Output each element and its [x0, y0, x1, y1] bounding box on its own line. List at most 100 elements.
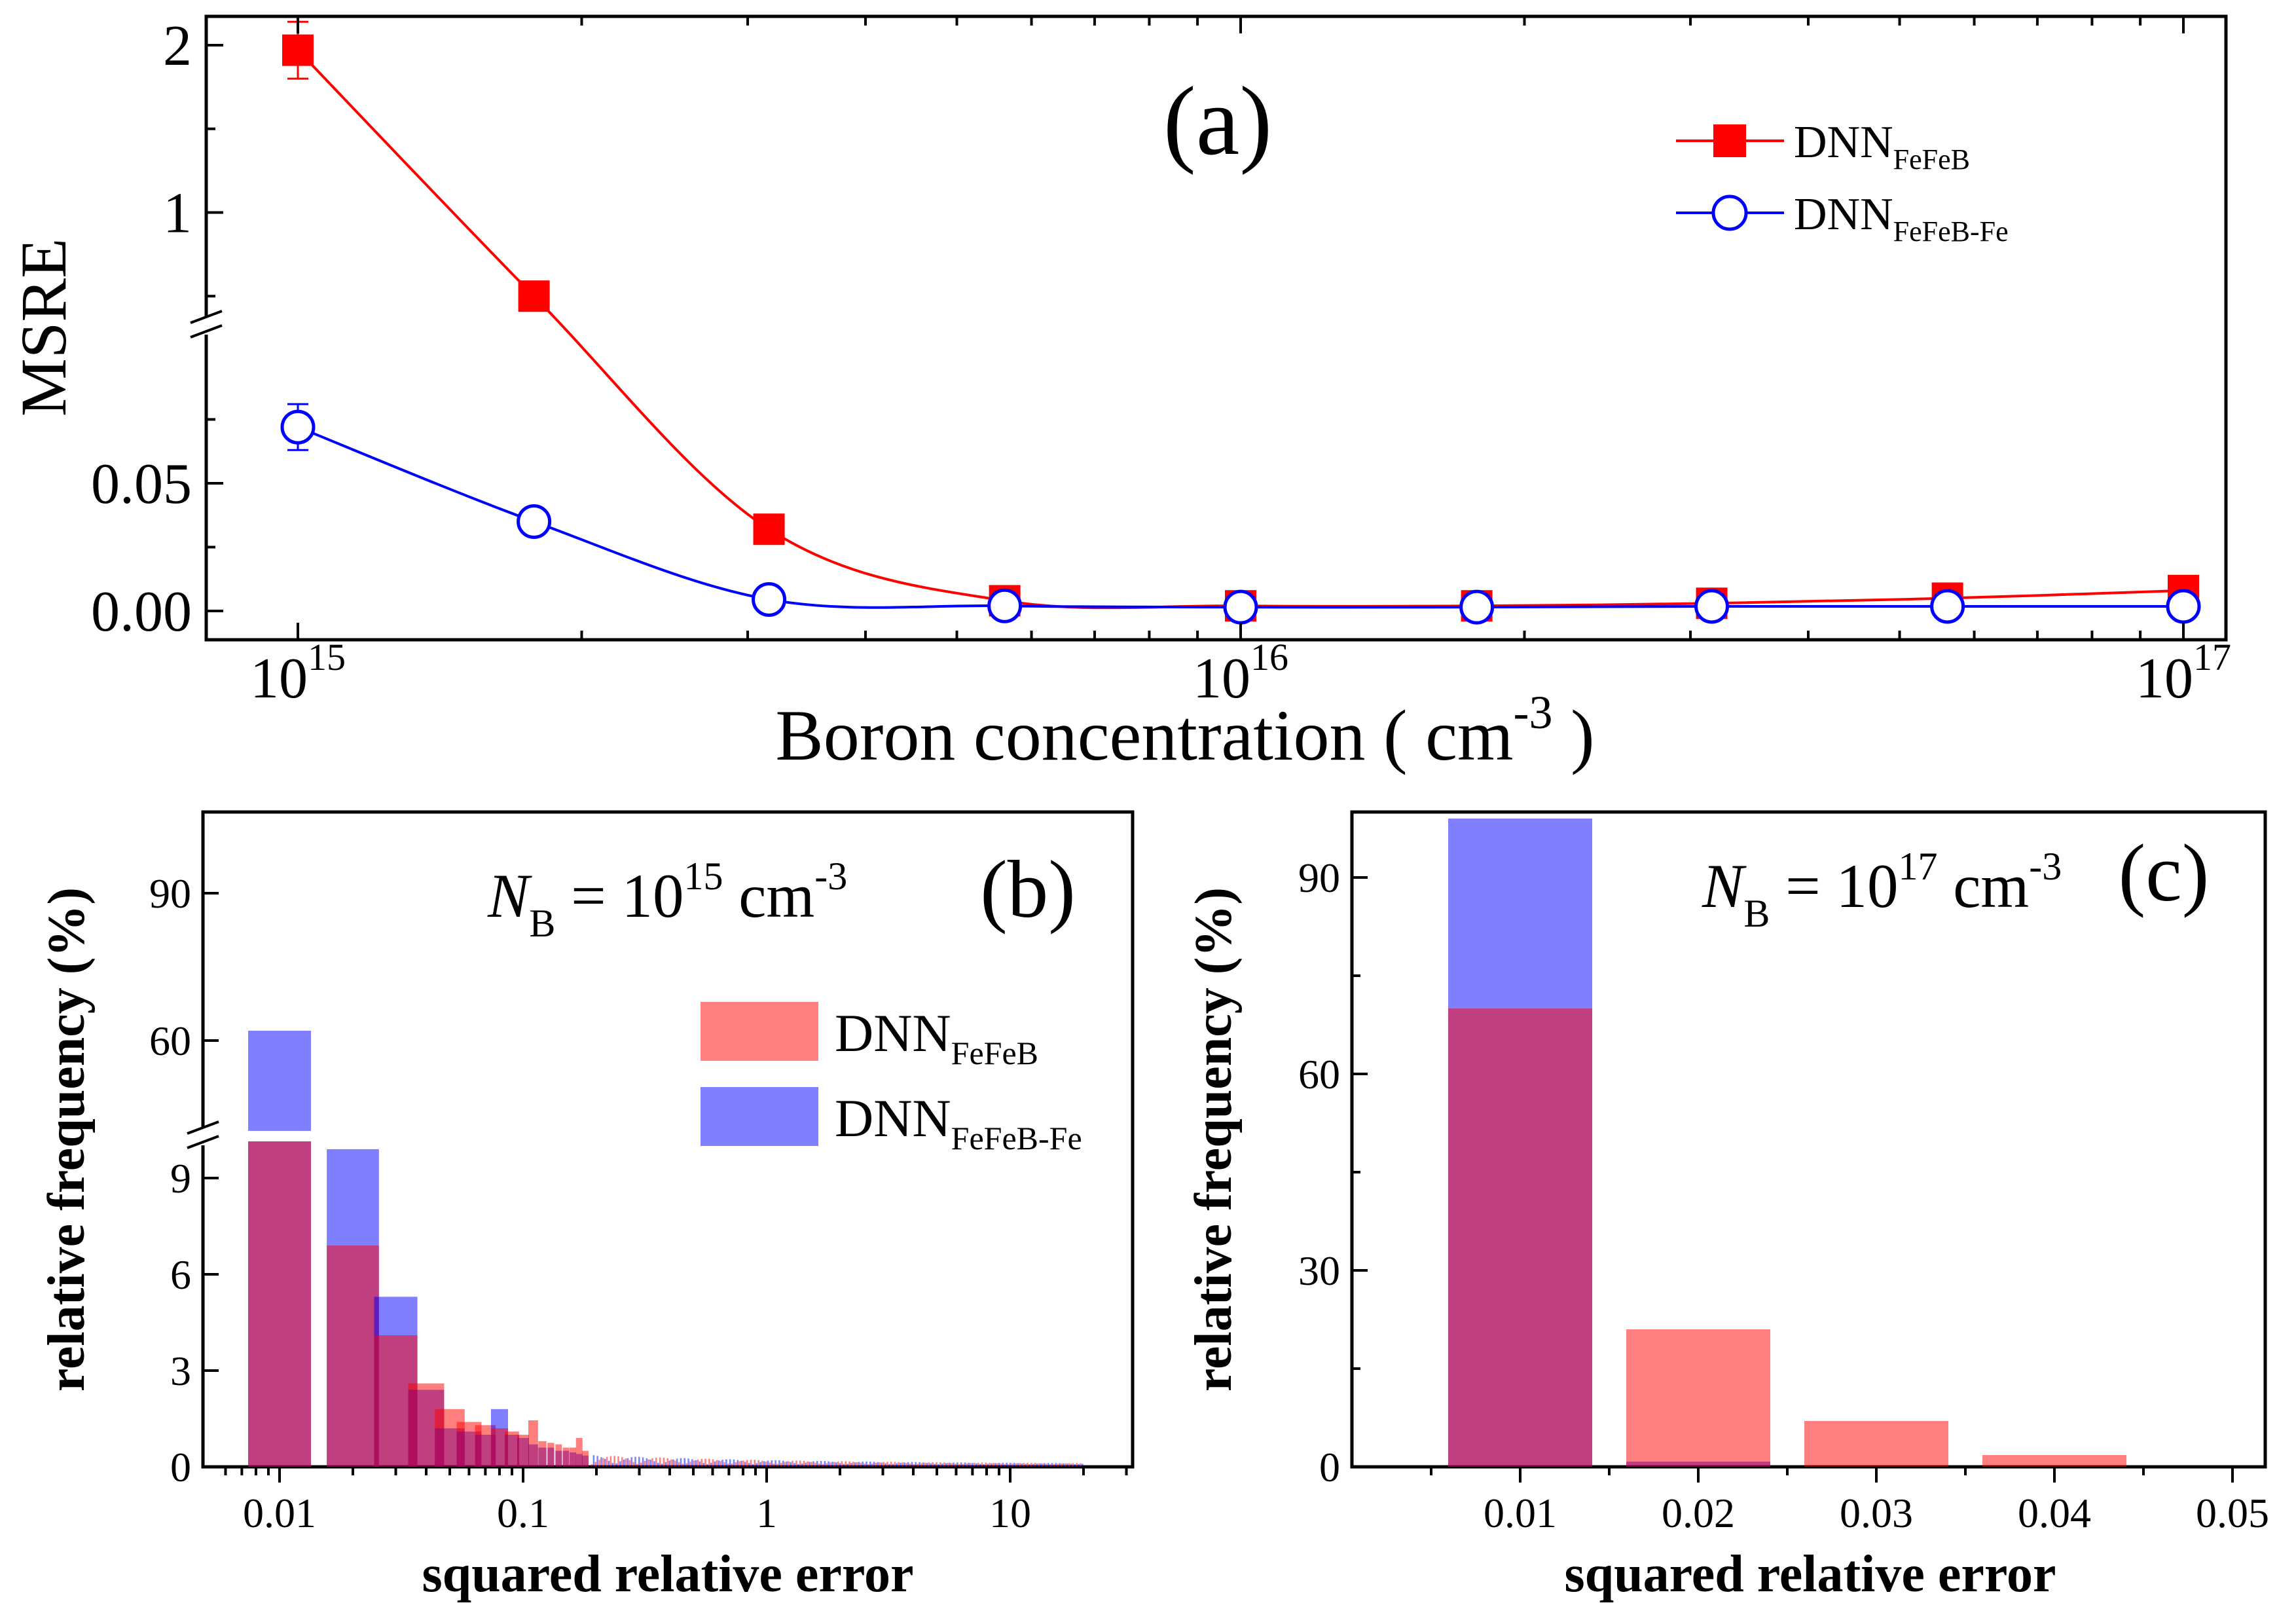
bar-fefeb: [248, 1134, 311, 1467]
bar-tail-sliver: [725, 1459, 727, 1467]
bar-tail-sliver: [837, 1461, 839, 1467]
annot-unit-exp: -3: [814, 855, 847, 898]
bar-tail-sliver: [661, 1464, 663, 1467]
bar-fefeb: [575, 1437, 583, 1467]
bar-tail-sliver: [812, 1461, 814, 1467]
bar-tail-sliver: [955, 1464, 957, 1467]
data-point-fefeb-fe: [987, 588, 1023, 623]
bar-tail-sliver: [691, 1459, 693, 1467]
bar-tail-sliver: [594, 1462, 596, 1467]
bar-tail-sliver: [1010, 1462, 1011, 1467]
bar-tail-sliver: [1053, 1464, 1055, 1467]
bar-tail-sliver: [922, 1462, 924, 1467]
bar-tail-sliver: [919, 1462, 920, 1467]
bar-tail-sliver: [623, 1459, 625, 1467]
bar-tail-sliver: [720, 1461, 721, 1467]
bar-tail-sliver: [900, 1462, 902, 1467]
legend-sub: FeFeB: [951, 1035, 1038, 1071]
bar-tail-sliver: [1061, 1463, 1063, 1467]
bar-tail-sliver: [663, 1457, 665, 1467]
bar-tail-sliver: [951, 1463, 953, 1467]
bar-tail-sliver: [1046, 1464, 1048, 1467]
data-point-fefeb-fe: [2166, 589, 2201, 624]
bar-tail-sliver: [752, 1464, 754, 1467]
bar-tail-sliver: [640, 1462, 642, 1467]
bar-tail-sliver: [1000, 1464, 1002, 1467]
bar-tail-sliver: [1017, 1463, 1019, 1467]
bar-tail-sliver: [742, 1460, 744, 1467]
data-point-fefeb-fe: [752, 581, 787, 617]
bar-tail-sliver: [824, 1461, 826, 1467]
bar-tail-sliver: [1030, 1462, 1032, 1467]
bar-tail-sliver: [833, 1462, 835, 1467]
bar-tail-sliver: [972, 1463, 974, 1467]
bar-tail-sliver: [820, 1460, 822, 1467]
bar-tail-sliver: [611, 1463, 614, 1467]
bar-tail-sliver: [1021, 1463, 1023, 1467]
bar-tail-sliver: [773, 1463, 774, 1467]
bar-tail-sliver: [602, 1458, 604, 1467]
bar-tail-sliver: [936, 1462, 938, 1467]
bar-tail-sliver: [629, 1460, 631, 1467]
bar-fefeb: [1448, 1008, 1592, 1467]
bar-tail-sliver: [674, 1460, 676, 1467]
legend-sub: FeFeB: [1893, 143, 1970, 175]
bar-tail-sliver: [907, 1462, 909, 1467]
bar-fefeb: [1626, 1329, 1770, 1467]
bar-tail-sliver: [649, 1459, 651, 1467]
annot-unit-exp: -3: [2029, 845, 2062, 888]
series-line-fefeb-fe: [297, 426, 2183, 609]
bar-tail-sliver: [604, 1458, 606, 1467]
legend-swatch-fefeb-fe: [701, 1087, 818, 1146]
panel-c-label: (c): [2119, 828, 2210, 919]
panel-c: 0.01 0.02 0.03 0.04 0.05 0 30 60 90 (c) NB = 101…: [1185, 810, 2269, 1603]
y-tick-label: 1: [163, 181, 192, 245]
panel-b-annotation: NB = 1015 cm-3: [487, 855, 847, 945]
x-tick-label: 0.03: [1840, 1490, 1913, 1536]
annot-eq: = 10: [555, 861, 683, 931]
bar-tail-sliver: [1063, 1463, 1065, 1467]
bar-tail-sliver: [841, 1461, 843, 1467]
bar-tail-sliver: [693, 1460, 695, 1467]
bar-tail-sliver: [769, 1462, 771, 1467]
x-tick-base: 10: [2136, 647, 2193, 710]
bar-tail-sliver: [608, 1460, 610, 1467]
bar-tail-sliver: [831, 1462, 833, 1467]
x-tick-label: 0.01: [243, 1490, 316, 1536]
legend-name: DNN: [835, 1088, 951, 1148]
bar-tail-sliver: [1019, 1463, 1021, 1467]
panel-c-x-label: squared relative error: [1565, 1545, 2056, 1603]
bar-tail-sliver: [974, 1462, 975, 1467]
bar-tail-sliver: [727, 1464, 729, 1467]
y-tick-label: 90: [149, 870, 191, 917]
bar-tail-sliver: [632, 1462, 634, 1467]
bar-tail-sliver: [721, 1460, 723, 1467]
bar-tail-sliver: [993, 1463, 994, 1467]
bar-fefeb: [1982, 1455, 2126, 1467]
bar-tail-sliver: [763, 1461, 765, 1467]
annot-exp: 15: [683, 855, 723, 898]
bar-tail-sliver: [786, 1461, 788, 1467]
panel-c-y-label: relative frequency (%): [1185, 887, 1243, 1392]
bar-tail-sliver: [757, 1460, 759, 1467]
bar-fefeb: [505, 1431, 519, 1467]
data-point-fefeb-fe: [517, 504, 552, 539]
data-point-fefeb-fe: [1223, 589, 1258, 625]
bar-tail-sliver: [1078, 1464, 1080, 1467]
bar-tail-sliver: [790, 1462, 792, 1467]
bar-tail-sliver: [938, 1464, 939, 1467]
panel-c-annotation: NB = 1017 cm-3: [1702, 845, 2062, 935]
bar-tail-sliver: [746, 1460, 748, 1467]
bar-tail-sliver: [591, 1464, 593, 1467]
y-tick-label: 0.00: [91, 580, 192, 644]
bar-tail-sliver: [610, 1456, 612, 1467]
bar-tail-sliver: [803, 1460, 805, 1467]
y-tick-label: 30: [1298, 1247, 1340, 1294]
bar-tail-sliver: [706, 1464, 708, 1467]
bar-tail-sliver: [750, 1460, 752, 1467]
bar-tail-sliver: [818, 1463, 820, 1467]
bar-tail-sliver: [909, 1464, 911, 1467]
bar-tail-sliver: [894, 1462, 896, 1467]
bar-tail-sliver: [860, 1462, 862, 1467]
bar-tail-sliver: [627, 1458, 629, 1467]
